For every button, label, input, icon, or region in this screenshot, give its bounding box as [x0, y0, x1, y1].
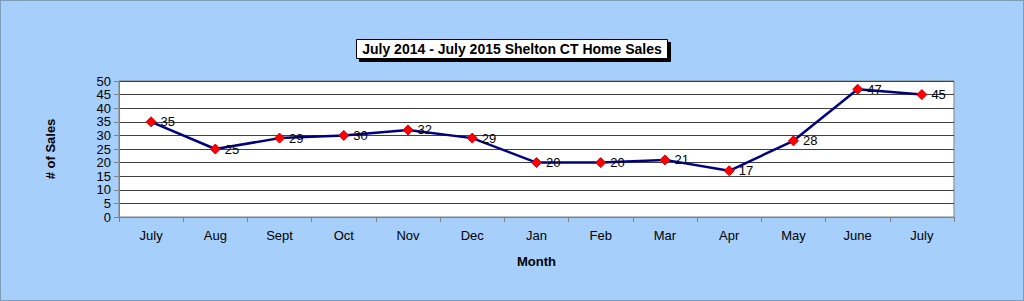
svg-text:20: 20	[546, 155, 560, 170]
svg-text:45: 45	[97, 87, 111, 102]
svg-text:July 2014 - July 2015 Shelton: July 2014 - July 2015 Shelton CT Home Sa…	[362, 41, 662, 57]
svg-text:17: 17	[739, 163, 753, 178]
svg-text:Apr: Apr	[719, 228, 740, 243]
svg-text:32: 32	[418, 122, 432, 137]
svg-text:10: 10	[97, 182, 111, 197]
svg-text:30: 30	[97, 128, 111, 143]
svg-text:July: July	[140, 228, 164, 243]
svg-text:25: 25	[97, 142, 111, 157]
svg-text:May: May	[781, 228, 806, 243]
svg-text:29: 29	[482, 131, 496, 146]
svg-text:21: 21	[674, 152, 688, 167]
svg-text:35: 35	[97, 114, 111, 129]
svg-text:Feb: Feb	[590, 228, 612, 243]
svg-text:30: 30	[353, 128, 367, 143]
svg-text:5: 5	[104, 196, 111, 211]
svg-text:Oct: Oct	[334, 228, 355, 243]
svg-text:15: 15	[97, 169, 111, 184]
svg-text:35: 35	[161, 114, 175, 129]
svg-text:Month: Month	[517, 254, 556, 269]
svg-text:0: 0	[104, 210, 111, 225]
svg-text:28: 28	[803, 133, 817, 148]
svg-text:Sept: Sept	[266, 228, 293, 243]
svg-text:20: 20	[610, 155, 624, 170]
svg-text:# of Sales: # of Sales	[43, 119, 58, 180]
svg-text:Jan: Jan	[526, 228, 547, 243]
svg-text:20: 20	[97, 155, 111, 170]
svg-text:50: 50	[97, 74, 111, 89]
svg-text:40: 40	[97, 101, 111, 116]
svg-text:July: July	[910, 228, 934, 243]
svg-text:29: 29	[289, 131, 303, 146]
svg-text:Aug: Aug	[204, 228, 227, 243]
svg-text:47: 47	[867, 82, 881, 97]
svg-text:Nov: Nov	[396, 228, 420, 243]
svg-text:Mar: Mar	[654, 228, 677, 243]
svg-text:45: 45	[931, 87, 945, 102]
svg-text:25: 25	[225, 142, 239, 157]
svg-text:June: June	[844, 228, 872, 243]
svg-text:Dec: Dec	[461, 228, 485, 243]
